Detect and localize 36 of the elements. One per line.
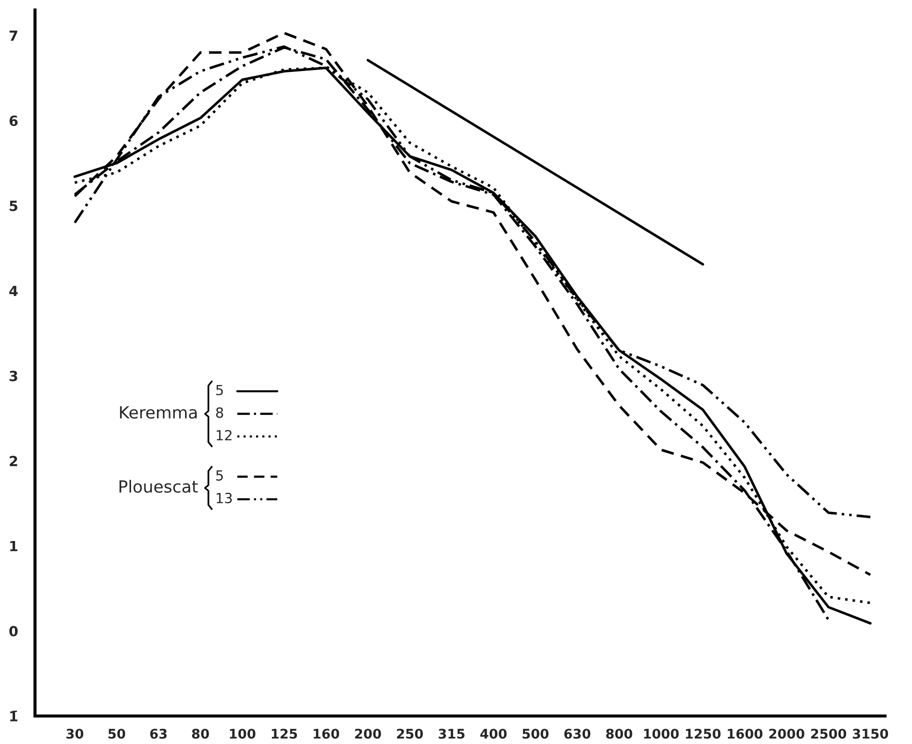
x-tick-label: 125 — [272, 728, 297, 739]
x-tick-label: 80 — [192, 728, 209, 739]
x-tick-label: 2500 — [811, 728, 846, 739]
x-tick-label: 2000 — [769, 728, 804, 739]
y-tick-label: 1̄ — [10, 710, 18, 722]
y-tick-label: 0 — [9, 626, 18, 636]
x-tick-label: 630 — [564, 728, 590, 739]
x-tick-label: 1600 — [728, 728, 762, 739]
annotation: Keremma — [120, 406, 197, 419]
legend-label: 12 — [216, 430, 232, 440]
y-tick-label: 6 — [10, 116, 18, 126]
legend-label: 5 — [216, 384, 223, 396]
x-tick-label: 315 — [438, 728, 464, 739]
x-tick-label: 30 — [66, 728, 84, 739]
legend-label: 13 — [216, 492, 232, 504]
y-tick-label: 3 — [10, 370, 18, 382]
x-tick-label: 160 — [314, 728, 340, 739]
annotation: Plouescat — [120, 480, 198, 493]
legend-label: 8 — [216, 407, 224, 418]
x-tick-label: 100 — [230, 728, 256, 739]
y-tick-label: 7 — [10, 30, 18, 41]
x-tick-label: 250 — [397, 728, 423, 739]
y-tick-label: 1 — [10, 541, 18, 552]
x-tick-label: 200 — [355, 728, 382, 739]
y-tick-label: 4 — [9, 286, 18, 296]
x-tick-label: 1250 — [686, 728, 721, 739]
x-tick-label: 800 — [606, 728, 632, 739]
x-tick-label: 1000 — [644, 728, 679, 739]
x-tick-label: 63 — [150, 728, 167, 739]
y-tick-label: 2 — [10, 456, 18, 466]
x-tick-label: 50 — [108, 728, 126, 739]
x-tick-label: 3150 — [852, 728, 888, 739]
x-tick-label: 400 — [480, 728, 507, 739]
y-tick-label: 5 — [10, 200, 18, 212]
x-tick-label: 500 — [522, 728, 549, 739]
legend-label: 5 — [216, 470, 223, 481]
